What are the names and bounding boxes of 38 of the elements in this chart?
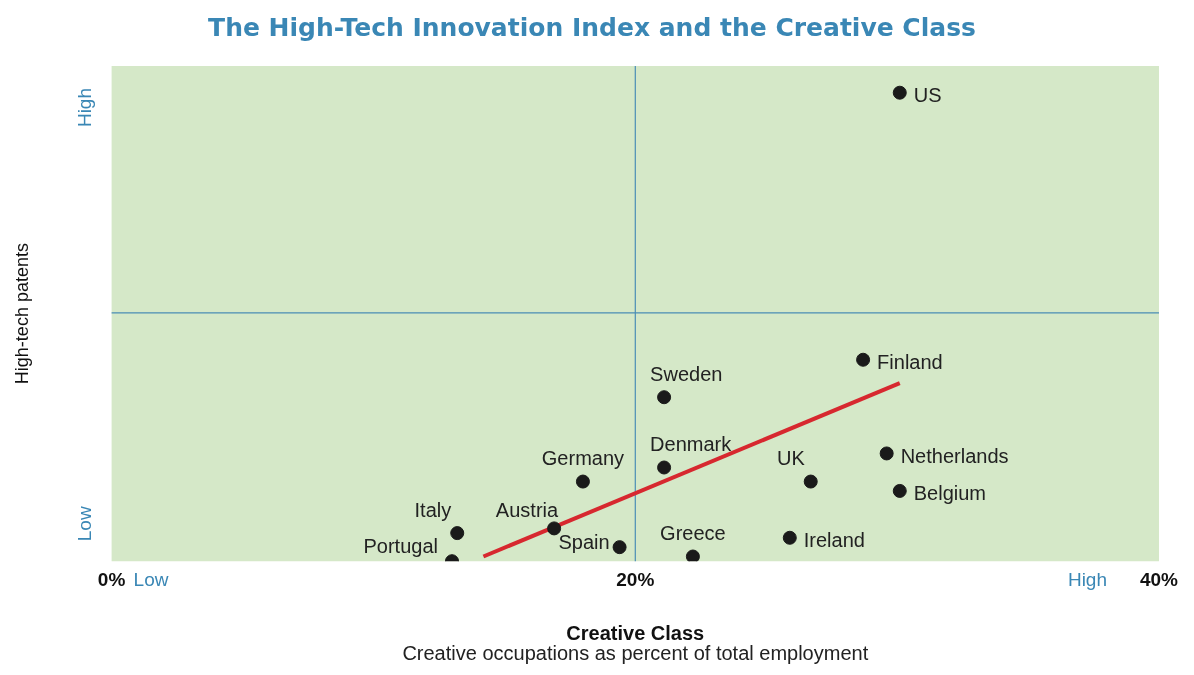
point xyxy=(612,540,627,555)
x-tick-label: 20% xyxy=(616,568,655,590)
point xyxy=(547,521,562,536)
series-label: Finland xyxy=(877,351,943,374)
point xyxy=(879,446,894,461)
series-label: Spain xyxy=(558,530,610,553)
text: Creative occupations as percent of total employment xyxy=(402,641,869,664)
point xyxy=(803,474,818,489)
x-axis-title: Creative Class xyxy=(566,621,705,644)
y-axis-title: High-tech patents xyxy=(11,243,32,385)
series-label: UK xyxy=(776,447,806,470)
text: High xyxy=(73,88,95,128)
series-label: Portugal xyxy=(363,534,438,557)
series-label: Germany xyxy=(541,447,625,470)
point xyxy=(685,549,700,562)
series-label: Denmark xyxy=(650,433,733,456)
series-label: Ireland xyxy=(803,529,865,552)
series-label: Belgium xyxy=(913,482,987,505)
point xyxy=(575,474,590,489)
point xyxy=(782,530,797,545)
point xyxy=(892,483,907,498)
series-label: Netherlands xyxy=(900,444,1009,467)
point xyxy=(657,460,672,475)
point xyxy=(450,526,465,541)
point xyxy=(856,352,871,367)
series-label: Greece xyxy=(660,522,726,545)
text: Low xyxy=(73,506,95,542)
x-tick-label: 40% xyxy=(1139,568,1179,590)
series-label: Austria xyxy=(495,498,559,521)
point xyxy=(657,390,672,405)
text: High xyxy=(1067,569,1107,591)
series-label: Sweden xyxy=(650,362,723,385)
series-label: Italy xyxy=(414,498,452,521)
text: Low xyxy=(133,569,169,591)
point xyxy=(892,85,907,100)
x-tick-label: 0% xyxy=(97,568,126,590)
series-label: US xyxy=(913,84,942,107)
chart-title: The High-Tech Innovation Index and the Creative Class xyxy=(208,12,976,42)
